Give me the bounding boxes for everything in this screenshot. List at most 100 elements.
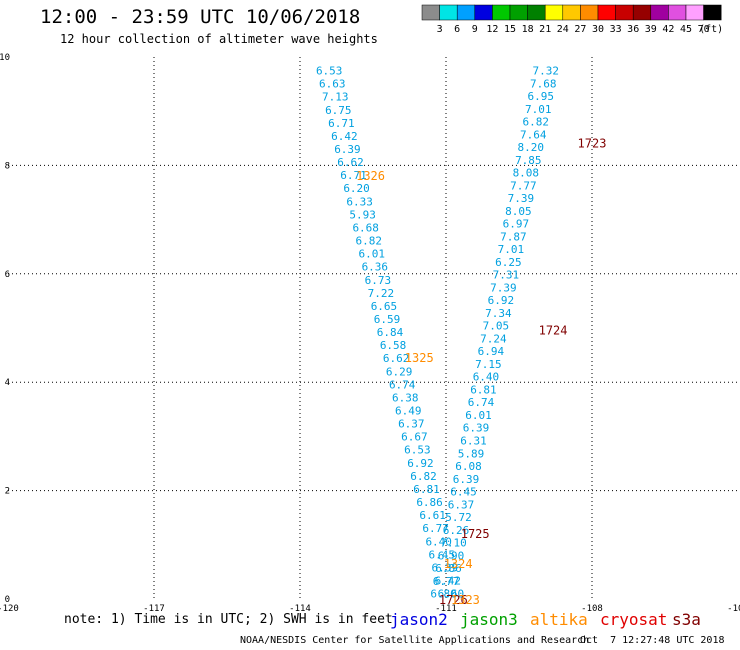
wave-height-value: 6.39 <box>432 561 459 574</box>
wave-height-value: 7.01 <box>525 103 552 116</box>
wave-height-value: 6.40 <box>473 371 500 384</box>
legend-swatch <box>562 4 581 21</box>
wave-height-value: 6.90 <box>438 549 465 562</box>
pass-time-label: 1324 <box>444 557 473 571</box>
legend-tick-label: 6 <box>454 24 460 35</box>
wave-height-value: 7.87 <box>500 230 527 243</box>
pass-time-label: 1326 <box>356 169 385 183</box>
legend-swatch <box>650 4 669 21</box>
x-tick-label: -120 <box>0 604 19 614</box>
wave-height-value: 7.64 <box>520 128 547 141</box>
credit-line: NOAA/NESDIS Center for Satellite Applica… <box>240 635 590 646</box>
satellite-label-jason2: jason2 <box>390 610 448 629</box>
legend-tick-label: 12 <box>486 24 498 35</box>
wave-height-value: 6.68 <box>352 221 379 234</box>
pass-time-label: 1725 <box>461 527 490 541</box>
wave-height-value: 6.08 <box>455 460 482 473</box>
x-tick-label: -114 <box>289 604 311 614</box>
y-tick-label: 4 <box>5 378 10 388</box>
wave-height-value: 6.58 <box>380 339 407 352</box>
wave-height-value: 6.45 <box>450 486 477 499</box>
wave-height-value: 6.92 <box>488 294 515 307</box>
wave-height-value: 6.95 <box>528 90 555 103</box>
legend-tick-label: 33 <box>610 24 622 35</box>
legend-tick-label: 15 <box>504 24 516 35</box>
satellite-label-s3a: s3a <box>672 610 701 629</box>
legend-tick-label: 9 <box>472 24 478 35</box>
wave-height-value: 6.74 <box>468 396 495 409</box>
wave-height-value: 6.63 <box>319 78 346 91</box>
wave-height-value: 6.67 <box>401 431 428 444</box>
wave-height-value: 7.39 <box>508 192 535 205</box>
y-tick-label: 6 <box>5 270 10 280</box>
wave-height-value: 7.24 <box>480 332 507 345</box>
pass-time-label: 1723 <box>578 137 607 151</box>
wave-height-value: 7.32 <box>533 65 560 78</box>
legend-swatch <box>474 4 493 21</box>
wave-height-value: 8.05 <box>505 205 532 218</box>
wave-height-value: 6.71 <box>328 117 355 130</box>
wave-height-value: 6.59 <box>374 313 401 326</box>
legend-tick-label: 30 <box>592 24 604 35</box>
chart-subtitle: 12 hour collection of altimeter wave hei… <box>60 32 378 46</box>
chart-title: 12:00 - 23:59 UTC 10/06/2018 <box>40 6 361 28</box>
wave-height-value: 6.71 <box>340 169 367 182</box>
legend-unit-label: (ft) <box>699 24 723 35</box>
legend-swatch <box>668 4 687 21</box>
x-tick-label: -111 <box>435 604 457 614</box>
x-tick-label: -108 <box>581 604 603 614</box>
legend-swatch <box>703 4 722 21</box>
legend-swatch <box>544 4 564 21</box>
wave-height-value: 6.82 <box>523 116 550 129</box>
legend-swatch <box>632 4 652 21</box>
wave-height-value: 6.39 <box>463 422 490 435</box>
wave-height-value: 6.01 <box>465 409 492 422</box>
wave-height-value: 6.77 <box>422 522 449 535</box>
wave-height-value: 6.42 <box>435 575 462 588</box>
wave-height-value: 7.39 <box>490 281 517 294</box>
legend-swatch <box>597 4 616 21</box>
legend-swatch <box>421 4 440 21</box>
wave-height-value: 5.93 <box>349 208 376 221</box>
wave-height-value: 6.45 <box>428 548 455 561</box>
legend-tick-label: 21 <box>539 24 551 35</box>
satellite-label-jason3: jason3 <box>460 610 518 629</box>
wave-height-value: 6.53 <box>316 65 343 78</box>
pass-time-label: 1726 <box>439 593 468 607</box>
wave-height-value: 7.13 <box>322 91 349 104</box>
legend-swatch <box>509 4 528 21</box>
wave-height-value: 6.20 <box>343 182 370 195</box>
wave-height-value: 6.25 <box>495 256 522 269</box>
wave-height-value: 6.36 <box>362 261 389 274</box>
wave-height-value: 6.86 <box>435 562 462 575</box>
wave-height-value: 6.80 <box>430 588 457 601</box>
wave-height-value: 8.20 <box>518 141 545 154</box>
satellite-label-cryosat: cryosat <box>600 610 668 629</box>
wave-height-value: 6.01 <box>359 248 386 261</box>
wave-height-value: 7.85 <box>515 154 542 167</box>
wave-height-value: 6.65 <box>371 300 398 313</box>
wave-height-value: 6.37 <box>398 418 425 431</box>
wave-height-value: 6.49 <box>395 405 422 418</box>
wave-height-value: 7.68 <box>530 77 557 90</box>
wave-height-value: 7.05 <box>483 320 510 333</box>
wave-height-value: 6.60 <box>438 588 465 601</box>
legend-tick-label: 42 <box>662 24 674 35</box>
wave-height-value: 6.37 <box>448 498 475 511</box>
wave-height-value: 6.53 <box>404 444 431 457</box>
wave-height-value: 6.62 <box>337 156 364 169</box>
wave-height-value: 6.86 <box>416 496 443 509</box>
legend-swatch <box>492 4 511 21</box>
wave-height-value: 6.26 <box>443 524 470 537</box>
legend-tick-label: 3 <box>437 24 443 35</box>
x-tick-label: -117 <box>143 604 165 614</box>
legend-tick-label: 24 <box>557 24 569 35</box>
wave-height-value: 6.29 <box>386 365 413 378</box>
wave-height-value: 6.84 <box>377 326 404 339</box>
pass-time-label: 1325 <box>405 351 434 365</box>
legend-swatch <box>439 4 458 21</box>
generation-timestamp: Oct 7 12:27:48 UTC 2018 <box>580 635 725 646</box>
wave-height-value: 7.01 <box>498 243 525 256</box>
wave-height-value: 8.08 <box>513 167 540 180</box>
x-tick-label: -105 <box>727 604 740 614</box>
